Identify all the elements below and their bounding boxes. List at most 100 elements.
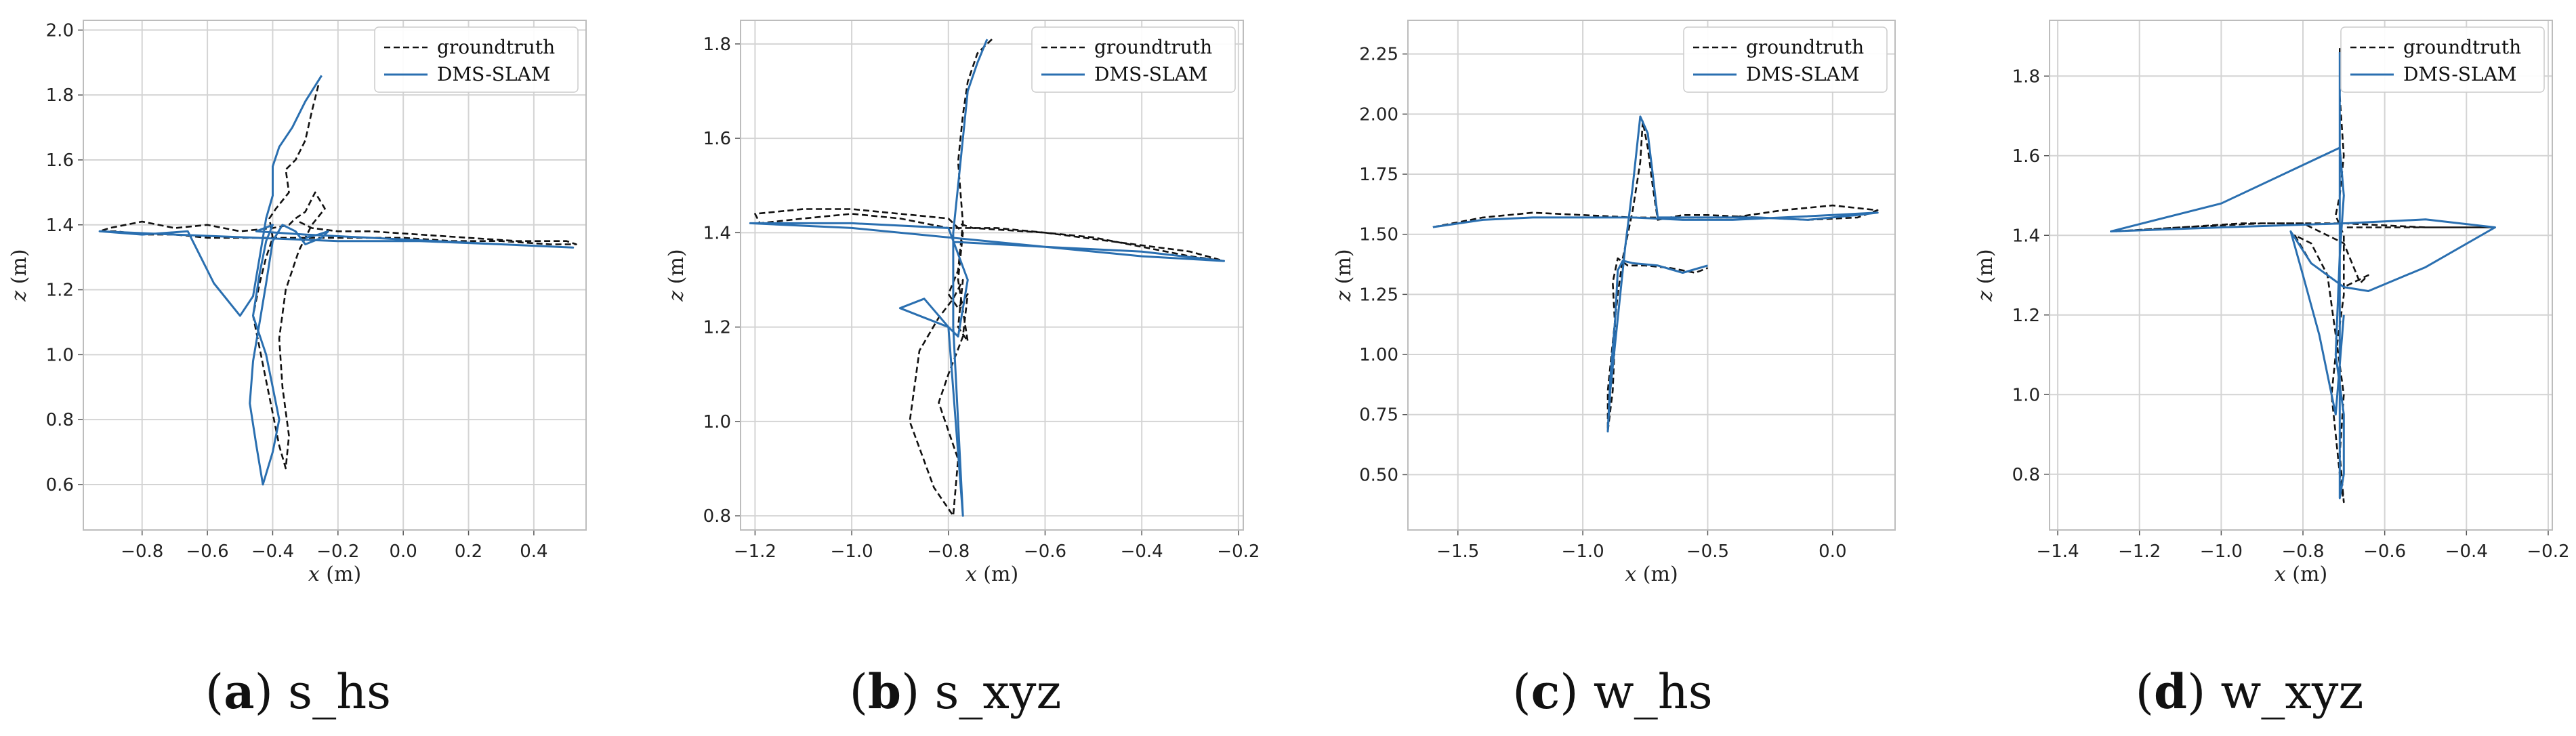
- panel-caption: (a) s_hs: [205, 663, 391, 720]
- y-tick-label: 1.2: [703, 318, 731, 338]
- y-tick-label: 1.2: [46, 281, 74, 301]
- legend-box: [1683, 26, 1888, 93]
- x-tick-label: −0.6: [2363, 541, 2406, 562]
- chart-panel-c: −1.5 −1.0 −0.5 0.0 0.50 0.75 1.00 1.25 1.50 1.75 2…: [1332, 20, 1896, 720]
- x-tick-label: 0.2: [455, 541, 482, 562]
- x-axis-unit: (m): [2286, 563, 2327, 586]
- caption-open-paren: (: [2136, 664, 2154, 720]
- groundtruth-series-line: [2114, 48, 2496, 504]
- dms-slam-series-line: [98, 75, 575, 486]
- y-tick-label: 0.8: [703, 506, 731, 527]
- y-tick-label: 1.2: [2012, 306, 2040, 326]
- caption-name: s_xyz: [935, 664, 1062, 720]
- x-tick-label: −0.6: [1024, 541, 1066, 562]
- groundtruth-series-line: [1432, 120, 1879, 432]
- y-tick-label: 1.6: [2012, 146, 2040, 167]
- groundtruth-series-line: [754, 38, 1225, 517]
- plot-area: [83, 20, 586, 530]
- legend-label: DMS-SLAM: [1746, 63, 1859, 85]
- x-tick-label: −1.0: [2200, 541, 2243, 562]
- y-tick-label: 1.8: [703, 35, 731, 55]
- y-tick-label: 1.8: [2012, 66, 2040, 87]
- dms-slam-series-line: [1432, 115, 1879, 433]
- y-tick-label: 1.00: [1359, 345, 1398, 365]
- x-axis-variable: x: [2274, 563, 2286, 586]
- y-tick-label: 1.0: [2012, 385, 2040, 405]
- caption-close-paren: ): [1560, 664, 1594, 720]
- dms-slam-series-line: [2110, 52, 2496, 499]
- x-tick-label: 0.0: [1819, 541, 1846, 562]
- plot-frame: [1407, 20, 1896, 531]
- x-tick-label: −1.0: [831, 541, 873, 562]
- y-tick-label: 1.6: [703, 129, 731, 149]
- legend-label: DMS-SLAM: [437, 63, 550, 85]
- y-axis-unit: (m): [1332, 249, 1356, 290]
- legend-label: groundtruth: [2403, 36, 2521, 58]
- x-axis-variable: x: [308, 563, 320, 586]
- caption-name: w_hs: [1594, 664, 1713, 720]
- x-axis-label: x (m): [308, 563, 361, 586]
- y-tick-label: 1.8: [46, 85, 74, 106]
- x-tick-label: −0.2: [1217, 541, 1260, 562]
- plot-area: [2050, 20, 2552, 530]
- x-tick-label: −1.4: [2036, 541, 2079, 562]
- y-tick-label: 1.0: [46, 345, 74, 365]
- y-tick-label: 1.4: [2012, 226, 2040, 246]
- x-tick-label: −0.6: [186, 541, 229, 562]
- x-tick-label: −1.2: [734, 541, 776, 562]
- plot-frame: [740, 20, 1244, 531]
- y-axis-label: z (m): [665, 249, 688, 302]
- y-tick-label: 1.6: [46, 150, 74, 171]
- caption-letter: a: [224, 663, 254, 720]
- y-tick-label: 0.75: [1359, 405, 1398, 426]
- caption-letter: d: [2154, 663, 2187, 720]
- plot-area: [741, 20, 1243, 530]
- y-axis-label: z (m): [1974, 249, 1997, 302]
- legend: groundtruth DMS-SLAM: [1031, 26, 1236, 93]
- x-tick-label: −0.8: [2281, 541, 2324, 562]
- x-tick-label: −0.5: [1686, 541, 1729, 562]
- x-axis-variable: x: [965, 563, 977, 586]
- x-axis-label: x (m): [965, 563, 1018, 586]
- legend: groundtruth DMS-SLAM: [374, 26, 579, 93]
- x-axis-unit: (m): [977, 563, 1018, 586]
- caption-open-paren: (: [205, 664, 224, 720]
- y-tick-label: 1.4: [46, 216, 74, 236]
- chart-panel-b: −1.2 −1.0 −0.8 −0.6 −0.4 −0.2 0.8 1.0 1.2 1.4 1.6 1…: [665, 20, 1260, 720]
- y-tick-label: 1.0: [703, 412, 731, 432]
- x-axis-unit: (m): [320, 563, 361, 586]
- caption-name: s_hs: [288, 664, 391, 720]
- x-tick-label: −0.4: [251, 541, 294, 562]
- caption-close-paren: ): [2187, 664, 2221, 720]
- panel-caption: (d) w_xyz: [2136, 663, 2364, 720]
- y-axis-label: z (m): [7, 249, 31, 302]
- y-tick-label: 2.00: [1359, 104, 1398, 125]
- legend: groundtruth DMS-SLAM: [2340, 26, 2545, 93]
- x-axis-unit: (m): [1636, 563, 1678, 586]
- y-tick-label: 1.50: [1359, 225, 1398, 245]
- legend: groundtruth DMS-SLAM: [1683, 26, 1888, 93]
- legend-label: DMS-SLAM: [1094, 63, 1207, 85]
- groundtruth-series-line: [98, 85, 577, 470]
- y-tick-label: 1.25: [1359, 285, 1398, 305]
- y-axis-unit: (m): [665, 249, 688, 290]
- panel-caption: (c) w_hs: [1512, 663, 1712, 720]
- legend-label: groundtruth: [437, 36, 555, 58]
- legend-box: [1031, 26, 1236, 93]
- y-axis-variable: z: [665, 291, 688, 302]
- plot-frame: [83, 20, 587, 531]
- x-tick-label: −0.8: [927, 541, 970, 562]
- x-tick-label: −0.2: [316, 541, 359, 562]
- caption-name: w_xyz: [2221, 664, 2364, 720]
- caption-close-paren: ): [255, 664, 289, 720]
- caption-open-paren: (: [1512, 664, 1531, 720]
- x-tick-label: −0.4: [1121, 541, 1163, 562]
- panel-caption: (b) s_xyz: [850, 663, 1062, 720]
- y-axis-variable: z: [1974, 291, 1997, 302]
- legend-label: groundtruth: [1094, 36, 1212, 58]
- x-axis-label: x (m): [2274, 563, 2327, 586]
- chart-panel-d: −1.4 −1.2 −1.0 −0.8 −0.6 −0.4 −0.2 0.8 1.0 1.2 1.4…: [1974, 20, 2570, 720]
- y-axis-variable: z: [1332, 291, 1356, 302]
- dms-slam-series-line: [749, 39, 1225, 517]
- legend-box: [374, 26, 579, 93]
